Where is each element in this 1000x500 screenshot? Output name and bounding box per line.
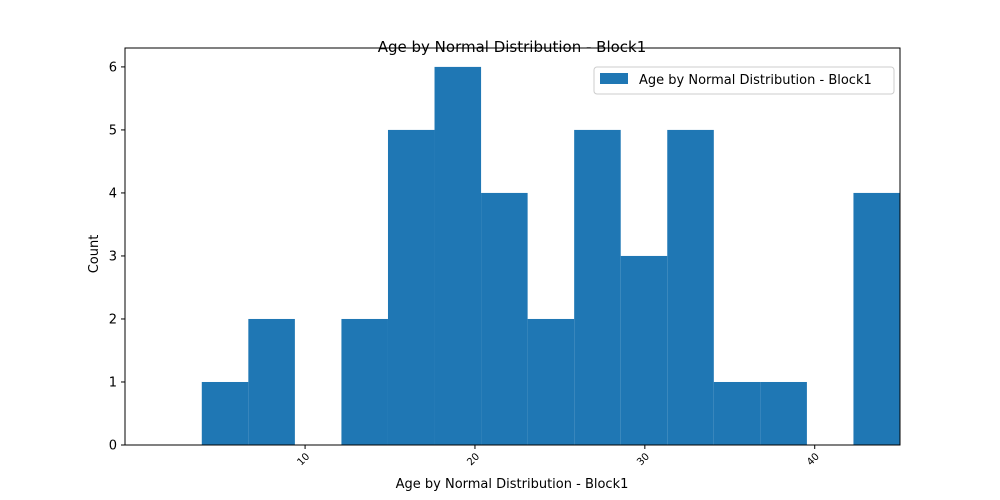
histogram-bar	[341, 318, 388, 445]
plot-frame	[124, 47, 901, 446]
legend-swatch	[600, 73, 628, 84]
histogram-bar	[248, 318, 295, 445]
histogram-bar	[434, 66, 482, 446]
histogram-bar	[853, 192, 900, 445]
y-tick-label: 6	[109, 60, 117, 75]
y-tick-label: 3	[109, 249, 117, 264]
histogram-bar	[667, 129, 714, 445]
histogram-bar	[527, 318, 575, 445]
y-axis-label: Count	[87, 235, 102, 274]
histogram-bar	[201, 381, 249, 445]
x-axis-label: Age by Normal Distribution - Block1	[396, 477, 629, 492]
y-tick-label: 4	[109, 186, 117, 201]
x-axis-ticks: 10 20 30 40	[295, 445, 822, 468]
y-tick-label: 5	[109, 123, 117, 138]
y-tick-label: 2	[109, 312, 117, 327]
y-tick-label: 0	[109, 439, 117, 454]
y-axis-ticks: 0 1 2 3 4 5 6	[109, 60, 125, 454]
histogram-bar	[481, 192, 528, 445]
bars-layer	[201, 66, 900, 446]
x-tick-label: 10	[295, 451, 312, 468]
y-tick-label: 1	[109, 375, 117, 390]
legend-box	[593, 66, 895, 95]
x-tick-label: 30	[635, 451, 652, 468]
x-tick-label: 40	[805, 451, 822, 468]
histogram-bar	[620, 255, 668, 445]
histogram-bar	[387, 129, 435, 445]
histogram-bar	[574, 129, 621, 445]
histogram-bar	[713, 381, 761, 445]
histogram-bar	[760, 381, 807, 445]
legend-label: Age by Normal Distribution - Block1	[639, 73, 872, 88]
chart-title: Age by Normal Distribution - Block1	[378, 38, 647, 56]
legend: Age by Normal Distribution - Block1	[593, 66, 895, 95]
x-tick-label: 20	[465, 451, 482, 468]
